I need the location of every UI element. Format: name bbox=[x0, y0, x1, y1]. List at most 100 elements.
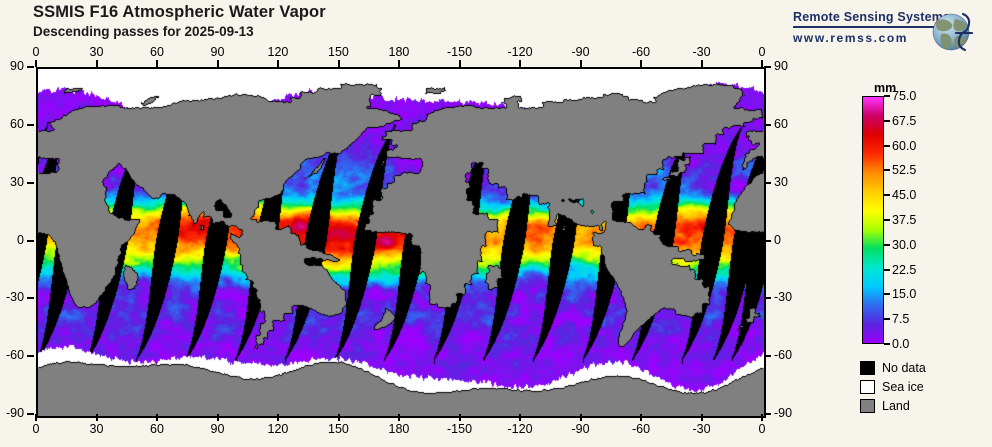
x-axis-tick bbox=[337, 60, 340, 67]
y-axis-tick bbox=[764, 355, 771, 358]
x-axis-tick bbox=[761, 414, 763, 421]
map-raster bbox=[38, 69, 764, 416]
colorbar-tick-label: 60.0 bbox=[892, 138, 917, 153]
y-axis-tick bbox=[27, 239, 34, 242]
y-axis-label: 90 bbox=[10, 59, 24, 73]
x-axis-label: 120 bbox=[267, 422, 289, 436]
x-axis-label: -30 bbox=[692, 422, 711, 436]
x-axis-label: 60 bbox=[150, 422, 164, 436]
x-axis-tick bbox=[277, 60, 279, 67]
colorbar-tick bbox=[884, 144, 890, 147]
y-axis-tick bbox=[27, 355, 34, 358]
water-vapor-map[interactable] bbox=[36, 67, 766, 418]
y-axis-tick bbox=[764, 181, 771, 184]
colorbar-tick-label: 37.5 bbox=[892, 213, 917, 227]
y-axis-label: -60 bbox=[774, 348, 793, 363]
x-axis-label: 180 bbox=[388, 422, 410, 436]
x-axis-tick bbox=[458, 60, 461, 67]
legend-swatch bbox=[860, 379, 875, 394]
x-axis-label: 120 bbox=[267, 45, 289, 59]
x-axis-label: -90 bbox=[571, 45, 590, 59]
colorbar-tick-label: 52.5 bbox=[892, 163, 917, 178]
y-axis-tick bbox=[27, 123, 34, 126]
x-axis-label: -120 bbox=[507, 422, 533, 436]
colorbar-tick-label: 30.0 bbox=[892, 237, 917, 252]
legend-item: Land bbox=[860, 396, 926, 415]
x-axis-tick bbox=[156, 60, 158, 67]
x-axis-label: 180 bbox=[388, 45, 410, 59]
x-axis-tick bbox=[519, 414, 521, 421]
x-axis-tick bbox=[337, 414, 340, 421]
x-axis-tick bbox=[398, 60, 400, 67]
x-axis-tick bbox=[579, 414, 582, 421]
legend-swatch bbox=[860, 360, 875, 375]
colorbar-tick bbox=[884, 194, 890, 197]
y-axis-label: -90 bbox=[774, 406, 793, 420]
x-axis-label: 30 bbox=[89, 422, 104, 436]
logo-website-url: www.remss.com bbox=[793, 31, 909, 45]
y-axis-tick bbox=[27, 297, 34, 300]
colorbar-tick bbox=[884, 219, 890, 221]
x-axis-tick bbox=[640, 60, 642, 67]
x-axis-tick bbox=[640, 414, 642, 421]
colorbar-tick-label: 0.0 bbox=[892, 337, 910, 351]
x-axis-tick bbox=[95, 60, 98, 67]
x-axis-tick bbox=[579, 60, 582, 67]
logo-divider bbox=[793, 26, 944, 28]
y-axis-label: 30 bbox=[10, 174, 24, 189]
x-axis-tick bbox=[95, 414, 98, 421]
x-axis-tick bbox=[35, 60, 37, 67]
y-axis-tick bbox=[764, 297, 771, 300]
x-axis-label: 90 bbox=[210, 422, 225, 436]
x-axis-tick bbox=[35, 414, 37, 421]
x-axis-label: 150 bbox=[328, 422, 349, 436]
legend-label: Land bbox=[882, 398, 910, 413]
y-axis-label: 60 bbox=[10, 116, 24, 131]
y-axis-tick bbox=[27, 66, 34, 68]
x-axis-tick bbox=[519, 60, 521, 67]
x-axis-label: -60 bbox=[632, 45, 651, 59]
colorbar-tick bbox=[884, 268, 890, 271]
y-axis-tick bbox=[764, 123, 771, 126]
x-axis-label: 150 bbox=[328, 45, 349, 59]
colorbar-tick bbox=[884, 169, 890, 172]
colorbar-tick-label: 15.0 bbox=[892, 287, 917, 302]
x-axis-tick bbox=[277, 414, 279, 421]
x-axis-label: 0 bbox=[758, 422, 766, 436]
y-axis-label: 30 bbox=[774, 174, 788, 189]
y-axis-tick bbox=[764, 413, 771, 415]
x-axis-label: -90 bbox=[571, 422, 590, 436]
colorbar-tick-label: 22.5 bbox=[892, 262, 917, 277]
x-axis-tick bbox=[761, 60, 763, 67]
remss-logo[interactable]: Remote Sensing Systems www.remss.com bbox=[793, 10, 983, 58]
y-axis-label: -90 bbox=[6, 406, 25, 420]
x-axis-tick bbox=[398, 414, 400, 421]
y-axis-tick bbox=[764, 66, 771, 68]
colorbar[interactable] bbox=[862, 96, 884, 344]
x-axis-tick bbox=[700, 60, 703, 67]
legend-item: No data bbox=[860, 358, 926, 377]
y-axis-label: 0 bbox=[774, 232, 781, 247]
x-axis-tick bbox=[156, 414, 158, 421]
colorbar-gradient bbox=[863, 97, 883, 343]
x-axis-label: -150 bbox=[447, 422, 473, 436]
y-axis-label: -30 bbox=[774, 290, 793, 305]
globe-icon bbox=[932, 12, 974, 52]
colorbar-unit-label: mm bbox=[874, 81, 897, 95]
colorbar-tick bbox=[884, 243, 890, 246]
colorbar-tick bbox=[884, 95, 890, 97]
x-axis-label: 90 bbox=[210, 45, 225, 59]
y-axis-label: 60 bbox=[774, 116, 788, 131]
colorbar-tick-label: 67.5 bbox=[892, 113, 917, 128]
x-axis-label: 60 bbox=[150, 45, 164, 59]
page-title: SSMIS F16 Atmospheric Water Vapor bbox=[33, 3, 326, 21]
legend-swatch bbox=[860, 398, 875, 413]
colorbar-tick bbox=[884, 119, 890, 122]
x-axis-label: 30 bbox=[89, 45, 104, 59]
legend-item: Sea ice bbox=[860, 377, 926, 396]
y-axis-label: 90 bbox=[774, 59, 788, 73]
x-axis-tick bbox=[700, 414, 703, 421]
legend-label: No data bbox=[882, 360, 926, 375]
page-subtitle: Descending passes for 2025-09-13 bbox=[33, 24, 254, 39]
colorbar-tick bbox=[884, 343, 890, 345]
